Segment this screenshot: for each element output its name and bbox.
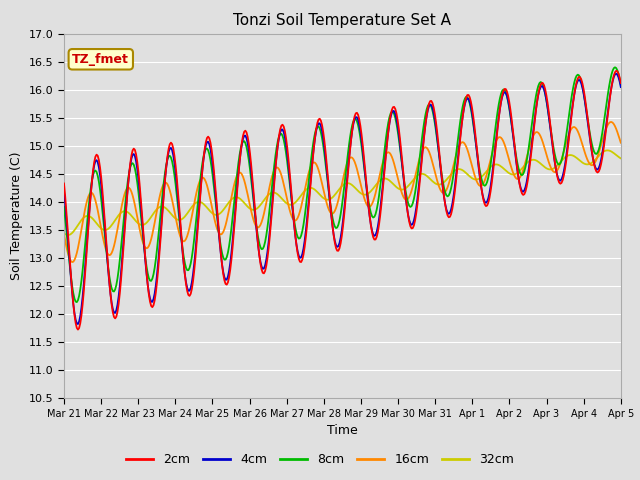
Title: Tonzi Soil Temperature Set A: Tonzi Soil Temperature Set A: [234, 13, 451, 28]
X-axis label: Time: Time: [327, 424, 358, 437]
Y-axis label: Soil Temperature (C): Soil Temperature (C): [10, 152, 23, 280]
Text: TZ_fmet: TZ_fmet: [72, 53, 129, 66]
Legend: 2cm, 4cm, 8cm, 16cm, 32cm: 2cm, 4cm, 8cm, 16cm, 32cm: [121, 448, 519, 471]
